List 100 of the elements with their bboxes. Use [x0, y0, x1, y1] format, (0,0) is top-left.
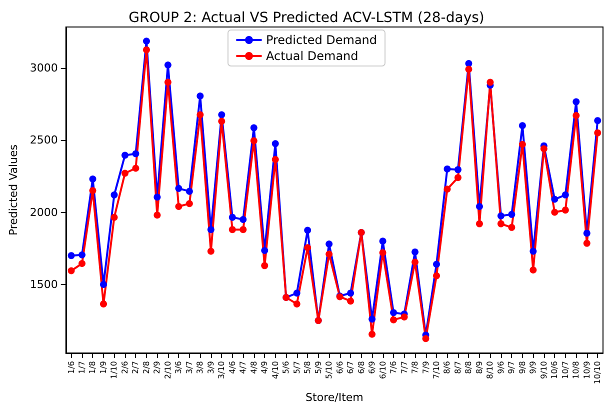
legend-label: Actual Demand	[266, 49, 358, 63]
x-tick-label: 1/9	[98, 361, 108, 374]
point	[218, 111, 226, 118]
x-tick-label: 4/9	[260, 361, 270, 374]
point	[175, 184, 182, 192]
point	[240, 216, 247, 223]
point	[261, 262, 268, 270]
point	[594, 129, 602, 136]
x-tick-label: 6/9	[368, 361, 377, 374]
point	[518, 140, 526, 148]
x-tick-label: 3/7	[184, 361, 194, 374]
point	[551, 196, 558, 203]
point	[572, 98, 580, 106]
point	[78, 260, 86, 268]
point	[121, 170, 128, 177]
x-tick-label: 9/7	[507, 361, 516, 374]
point	[583, 230, 590, 237]
x-tick-label: 2/9	[152, 361, 162, 374]
point	[347, 290, 354, 297]
chart-title: GROUP 2: Actual VS Predicted ACV-LSTM (28-days)	[128, 10, 484, 26]
point	[250, 137, 258, 144]
point	[465, 66, 472, 73]
x-tick-label: 9/9	[528, 361, 538, 374]
x-tick-label: 4/10	[270, 361, 280, 380]
point	[110, 191, 118, 198]
point	[497, 220, 504, 228]
point	[121, 152, 128, 159]
x-tick-label: 7/6	[389, 361, 398, 374]
point	[142, 38, 150, 45]
x-tick-label: 4/6	[228, 361, 237, 374]
x-axis-title: Store/Item	[306, 391, 364, 404]
x-tick-label: 7/9	[421, 361, 430, 374]
point	[476, 220, 483, 228]
point	[530, 266, 537, 274]
point	[132, 150, 140, 158]
point	[100, 280, 107, 288]
x-tick-label: 5/10	[324, 361, 334, 380]
point	[390, 316, 398, 324]
x-tick-label: 8/8	[464, 361, 474, 374]
x-tick-label: 1/10	[110, 361, 119, 380]
x-tick-label: 4/8	[249, 361, 258, 374]
x-tick-label: 7/10	[432, 361, 441, 380]
x-tick-label: 8/9	[474, 361, 484, 374]
point	[347, 298, 354, 305]
x-tick-label: 5/7	[292, 361, 302, 374]
point	[518, 122, 526, 130]
point	[196, 111, 204, 118]
x-tick-label: 3/9	[206, 361, 216, 374]
x-tick-label: 7/8	[410, 361, 420, 374]
point	[583, 240, 590, 247]
point	[530, 248, 537, 255]
x-tick-label: 10/6	[550, 361, 560, 380]
point	[562, 191, 569, 198]
point	[186, 188, 193, 195]
point	[154, 194, 161, 201]
x-tick-label: 3/6	[174, 361, 184, 374]
x-tick-label: 9/8	[518, 361, 527, 374]
point	[304, 226, 312, 234]
point	[390, 309, 398, 316]
x-tick-label: 9/10	[539, 361, 548, 380]
point	[272, 156, 279, 164]
point	[100, 300, 107, 308]
y-tick-label: 2500	[30, 134, 58, 147]
point	[132, 164, 140, 172]
x-tick-label: 2/10	[163, 361, 172, 380]
point	[175, 202, 182, 210]
point	[379, 238, 386, 245]
point	[110, 214, 118, 221]
point	[444, 186, 451, 193]
x-tick-label: 3/10	[217, 361, 226, 380]
x-tick-label: 9/6	[496, 361, 506, 374]
x-tick-label: 3/8	[196, 361, 205, 374]
point	[454, 166, 462, 174]
point	[400, 313, 408, 320]
point	[326, 250, 333, 258]
point	[508, 224, 516, 231]
point	[164, 61, 172, 68]
x-tick-label: 5/9	[314, 361, 323, 374]
x-tick-label: 5/8	[303, 361, 312, 374]
point	[465, 60, 472, 68]
x-tick-label: 10/7	[560, 361, 570, 380]
point	[89, 187, 96, 194]
x-tick-label: 6/8	[356, 361, 366, 374]
point	[68, 267, 75, 274]
point	[368, 330, 376, 338]
point	[89, 176, 96, 183]
point	[207, 226, 214, 234]
point	[412, 248, 419, 256]
x-tick-label: 8/10	[486, 361, 495, 380]
point	[142, 46, 150, 54]
x-tick-label: 4/7	[238, 361, 248, 374]
point	[422, 335, 430, 342]
x-tick-label: 1/8	[88, 361, 98, 374]
y-tick-label: 3000	[30, 61, 58, 74]
point	[154, 212, 161, 219]
point	[562, 206, 569, 214]
point	[196, 92, 204, 100]
x-tick-label: 5/6	[282, 361, 291, 374]
x-tick-label: 2/8	[142, 361, 151, 374]
x-tick-label: 2/7	[131, 361, 140, 374]
